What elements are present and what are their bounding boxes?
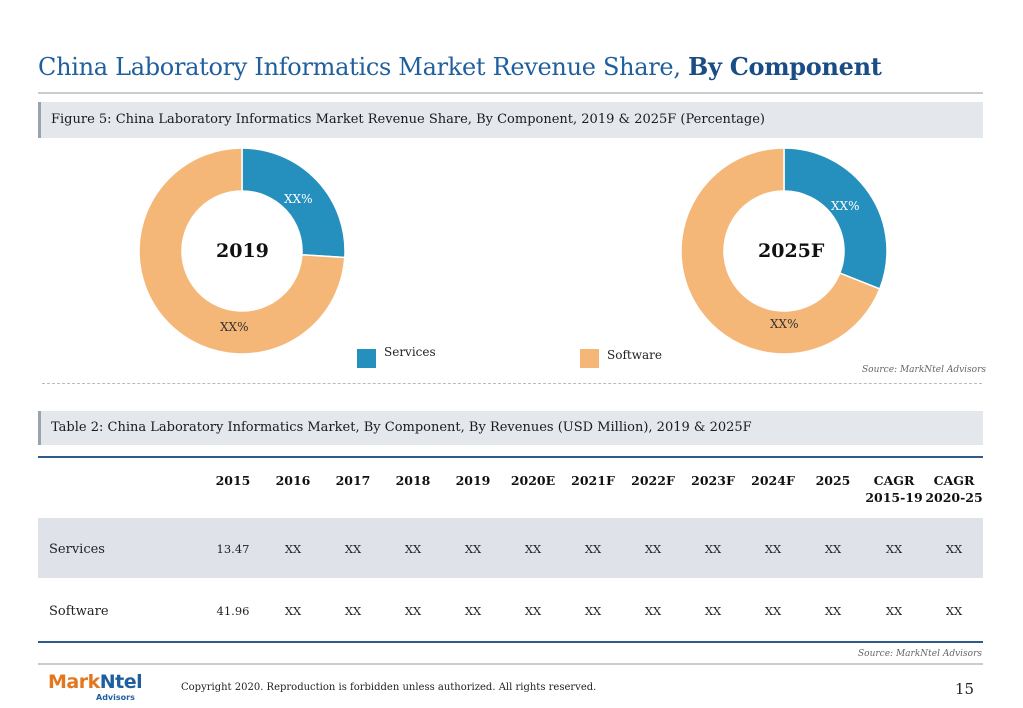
table-cell: XX: [464, 604, 482, 618]
table-cell: XX: [524, 542, 542, 556]
table-cell: XX: [824, 542, 842, 556]
legend-item-software: Software: [580, 348, 662, 368]
page-title: China Laboratory Informatics Market Reve…: [38, 52, 882, 81]
legend-swatch-services: [357, 349, 376, 368]
figure-caption-banner: Figure 5: China Laboratory Informatics M…: [38, 102, 983, 138]
table-row: Software 41.96 XX XX XX XX XX XX XX XX XX XX XX XX: [38, 580, 983, 640]
table-cell: XX: [524, 604, 542, 618]
table-cell: XX: [404, 542, 422, 556]
legend-swatch-software: [580, 349, 599, 368]
table-header-cell: 2024F: [751, 473, 795, 488]
table-cell: XX: [584, 604, 602, 618]
markntel-logo: MarkNtel Advisors: [48, 671, 143, 702]
table-cell: XX: [284, 604, 302, 618]
table-header-cell: 2023F: [691, 473, 735, 488]
table-cell: XX: [584, 542, 602, 556]
table-header-cell: 2022F: [631, 473, 675, 488]
table-caption: Table 2: China Laboratory Informatics Ma…: [51, 420, 752, 435]
page-title-bold: By Component: [688, 52, 882, 81]
donut-2019-center-label: 2019: [216, 240, 269, 262]
legend-label-software: Software: [607, 348, 662, 362]
table-header-cell: 2020E: [510, 473, 556, 488]
donut-2019-services-label: XX%: [284, 192, 313, 206]
row-label-software: Software: [49, 604, 109, 619]
table-header-cell: 2016: [275, 473, 311, 488]
table-cell: XX: [284, 542, 302, 556]
page-title-main: China Laboratory Informatics Market Reve…: [38, 53, 681, 81]
table-caption-banner: Table 2: China Laboratory Informatics Ma…: [38, 411, 983, 445]
table-cell: XX: [344, 542, 362, 556]
table-cell: XX: [644, 542, 662, 556]
donut-2025-software-label: XX%: [770, 317, 799, 331]
logo-advisors: Advisors: [96, 693, 135, 702]
table-cell: XX: [704, 604, 722, 618]
figure-caption: Figure 5: China Laboratory Informatics M…: [51, 112, 765, 127]
cagr-header-line2: 2020-25: [925, 490, 983, 505]
table-header-cagr: CAGR 2015-19: [864, 472, 924, 506]
page-number: 15: [955, 680, 975, 698]
footer-divider: [38, 663, 983, 665]
logo-mark: Mark: [48, 671, 100, 693]
cagr-header-line2: 2015-19: [865, 490, 923, 505]
section-divider: [42, 383, 982, 384]
table-cell: 13.47: [216, 542, 250, 556]
legend-label-services: Services: [384, 345, 436, 359]
donut-slice-services: [783, 147, 888, 290]
table-header-cell: 2025: [815, 473, 851, 488]
row-label-services: Services: [49, 542, 105, 557]
table-header-cell: 2019: [455, 473, 491, 488]
table-cell: XX: [824, 604, 842, 618]
table-cell: XX: [885, 542, 903, 556]
legend-item-services: Services: [357, 345, 436, 368]
cagr-header-line1: CAGR: [873, 473, 915, 488]
table-top-rule: [38, 456, 983, 458]
donut-2019-software-label: XX%: [220, 320, 249, 334]
table-cell: XX: [644, 604, 662, 618]
table-cell: 41.96: [216, 604, 250, 618]
table-cell: XX: [885, 604, 903, 618]
table-cell: XX: [764, 604, 782, 618]
figure-source: Source: MarkNtel Advisors: [862, 365, 987, 375]
cagr-header-line1: CAGR: [933, 473, 975, 488]
table-header-cell: 2018: [395, 473, 431, 488]
table-cell: XX: [404, 604, 422, 618]
table-row: Services 13.47 XX XX XX XX XX XX XX XX XX XX XX XX: [38, 518, 983, 578]
table-header-cell: 2021F: [571, 473, 615, 488]
table-bottom-rule: [38, 641, 983, 643]
table-cell: XX: [344, 604, 362, 618]
table-cell: XX: [945, 542, 963, 556]
logo-ntel: Ntel: [99, 671, 143, 693]
title-divider: [38, 92, 983, 94]
table-cell: XX: [464, 542, 482, 556]
table-header-cagr: CAGR 2020-25: [924, 472, 984, 506]
donut-2025-center-label: 2025F: [758, 240, 825, 262]
table-source: Source: MarkNtel Advisors: [858, 649, 983, 659]
table-cell: XX: [945, 604, 963, 618]
table-cell: XX: [764, 542, 782, 556]
table-cell: XX: [704, 542, 722, 556]
table-header-cell: 2017: [335, 473, 371, 488]
copyright-text: Copyright 2020. Reproduction is forbidde…: [181, 682, 597, 693]
donut-2025-services-label: XX%: [831, 199, 860, 213]
table-header-cell: 2015: [215, 473, 251, 488]
